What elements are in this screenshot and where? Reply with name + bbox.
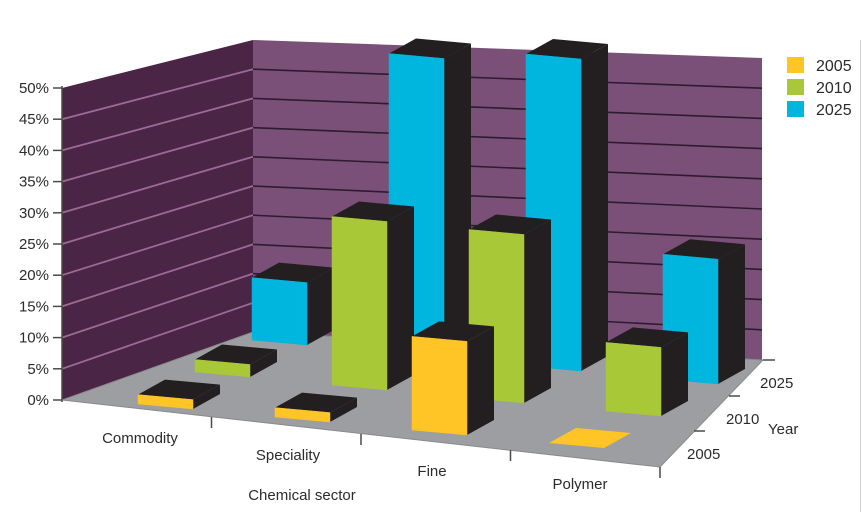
y-axis-label: 5% <box>27 361 49 378</box>
bar-fine-2025-top <box>526 39 608 59</box>
bar-commodity-2025-top <box>252 262 334 283</box>
legend-item-2010: 2010 <box>787 79 852 97</box>
depth-label-2025: 2025 <box>760 375 793 392</box>
bar-polymer-2025-side <box>718 244 745 384</box>
y-axis-label: 45% <box>19 111 49 128</box>
bar-fine-2005-top <box>412 321 494 342</box>
gridline-left-wall <box>61 301 254 370</box>
bar-fine-2010-side <box>524 219 551 403</box>
y-axis: 0% 5% 10% 15% 20% 25% 30% 35% 40% 45% 50% <box>19 80 63 409</box>
bar-commodity-2025-side <box>307 267 334 345</box>
bar-speciality-2010 <box>331 216 388 391</box>
legend-swatch-2010 <box>787 79 804 95</box>
bar-fine-2005-side <box>467 326 494 435</box>
gridline-left-wall <box>61 155 254 214</box>
gridline-left-wall <box>61 214 254 277</box>
bar-polymer-2010-side <box>661 332 688 416</box>
y-axis-label: 20% <box>19 267 49 284</box>
gridline-left-wall <box>61 185 254 245</box>
depth-axis-ticks <box>694 359 775 432</box>
legend: 2005 2010 2025 <box>787 57 852 119</box>
legend-item-2005: 2005 <box>787 57 852 75</box>
depth-axis-title: Year <box>768 421 798 438</box>
bar-speciality-2010-top <box>332 201 414 222</box>
x-label-commodity: Commodity <box>102 430 178 447</box>
gridline-back-wall <box>252 68 763 89</box>
x-axis-title: Chemical sector <box>248 487 356 504</box>
gridline-left-wall <box>61 97 254 152</box>
legend-swatch-2005 <box>787 57 804 73</box>
depth-label-2010: 2010 <box>726 411 759 428</box>
bar-speciality-2005-side <box>330 397 357 422</box>
bar-polymer-2010-top <box>606 327 688 348</box>
bar-commodity-2005-side <box>193 384 220 409</box>
bar-commodity-2010 <box>194 359 251 378</box>
gridline-left-wall <box>61 243 254 308</box>
bar-speciality-2005-top <box>275 392 357 413</box>
y-axis-label: 15% <box>19 298 49 315</box>
x-axis-labels: Commodity Speciality Fine Polymer Chemic… <box>102 430 607 504</box>
bar-speciality-2010-side <box>387 206 414 390</box>
bar-polymer-2025-top <box>663 239 745 260</box>
bar-speciality-2025-side <box>444 43 471 358</box>
gridline-left-wall <box>61 68 254 121</box>
bar-polymer-2010 <box>605 342 662 417</box>
legend-label-2005: 2005 <box>816 58 852 75</box>
bar-speciality-2005 <box>274 407 331 423</box>
depth-axis-labels: 2005 2010 2025 Year <box>687 375 798 463</box>
y-axis-label: 25% <box>19 236 49 253</box>
x-label-polymer: Polymer <box>552 476 607 493</box>
y-axis-label: 35% <box>19 174 49 191</box>
x-axis-ticks <box>210 417 661 478</box>
legend-item-2025: 2025 <box>787 101 852 119</box>
gridline-back-wall <box>252 185 763 210</box>
bar-fine-2010-top <box>469 214 551 235</box>
bars <box>137 38 745 448</box>
bar-commodity-2025 <box>251 277 308 346</box>
y-axis-label: 10% <box>19 330 49 347</box>
legend-label-2025: 2025 <box>816 102 852 119</box>
bar-fine-2005 <box>411 336 468 436</box>
bar-commodity-2010-side <box>250 349 277 377</box>
gridline-back-wall <box>252 97 763 120</box>
x-label-fine: Fine <box>417 463 446 480</box>
bar-polymer-2005 <box>549 428 631 448</box>
y-axis-label: 40% <box>19 142 49 159</box>
gridline-left-wall <box>61 126 254 183</box>
legend-label-2010: 2010 <box>816 80 852 97</box>
gridline-left-wall <box>61 272 254 339</box>
bar-commodity-2005-top <box>138 379 220 400</box>
bar-commodity-2010-top <box>195 344 277 365</box>
y-axis-label: 50% <box>19 80 49 97</box>
gridline-back-wall <box>252 156 763 180</box>
y-axis-label: 0% <box>27 392 49 409</box>
left-wall <box>62 40 253 400</box>
bar-speciality-2025-top <box>389 38 471 59</box>
gridline-back-wall <box>252 126 763 150</box>
x-label-speciality: Speciality <box>256 447 321 464</box>
y-axis-label: 30% <box>19 205 49 222</box>
page-right-border <box>860 40 861 512</box>
bar-commodity-2005 <box>137 394 194 410</box>
legend-swatch-2025 <box>787 101 804 117</box>
bar-fine-2025-side <box>581 44 608 371</box>
depth-label-2005: 2005 <box>687 446 720 463</box>
